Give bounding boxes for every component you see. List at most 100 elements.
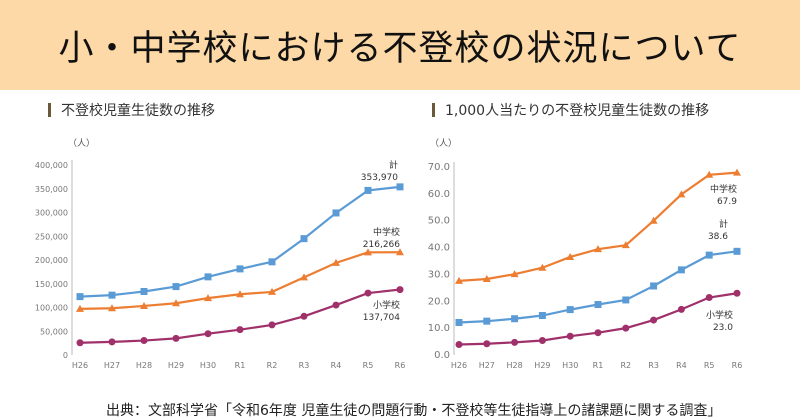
data-point	[622, 296, 630, 304]
data-point	[236, 290, 244, 298]
series-line-中学校	[458, 171, 738, 282]
data-point	[332, 258, 340, 266]
data-point	[622, 324, 630, 332]
data-point	[705, 170, 714, 178]
series-line-中学校	[79, 251, 401, 311]
data-point	[650, 316, 658, 324]
series-value-label: 38.6	[708, 232, 728, 242]
data-point	[455, 341, 463, 349]
data-point	[396, 286, 404, 294]
x-tick-label: R5	[704, 361, 715, 370]
x-tick-label: R2	[267, 361, 278, 370]
x-tick-label: R3	[648, 361, 659, 370]
data-point	[677, 305, 685, 313]
x-tick-label: R3	[299, 361, 310, 370]
y-axis-unit: （人）	[430, 138, 457, 149]
data-point	[733, 289, 741, 297]
data-point	[332, 209, 340, 217]
data-point	[204, 330, 212, 338]
data-point	[76, 304, 84, 312]
data-point	[677, 266, 685, 274]
data-point	[594, 245, 602, 253]
series-value-label: 137,704	[363, 313, 400, 323]
series-value-label: 67.9	[717, 197, 737, 207]
x-tick-label: H28	[506, 361, 522, 370]
x-tick-label: R1	[593, 361, 604, 370]
y-tick-label: 150,000	[35, 280, 68, 289]
data-point	[538, 263, 547, 271]
data-point	[482, 274, 491, 282]
x-tick-label: R6	[732, 361, 743, 370]
y-tick-label: 70.0	[428, 162, 450, 173]
x-tick-label: H29	[168, 361, 184, 370]
data-point	[300, 312, 308, 320]
x-tick-label: R6	[395, 361, 406, 370]
x-tick-label: R1	[235, 361, 246, 370]
y-tick-label: 60.0	[428, 189, 450, 200]
y-tick-label: 50.0	[428, 216, 450, 227]
data-point	[300, 235, 308, 243]
series-line-小学校	[79, 288, 401, 344]
data-point	[236, 265, 244, 273]
title-bar	[48, 103, 51, 117]
series-name-label: 小学校	[373, 299, 400, 311]
series-name-label: 計	[389, 159, 398, 171]
data-point	[172, 334, 180, 342]
data-point	[677, 190, 686, 198]
y-tick-label: 40.0	[428, 243, 450, 254]
series-line-計	[458, 250, 738, 324]
data-point	[510, 270, 519, 278]
x-tick-label: H26	[451, 361, 467, 370]
series-value-label: 216,266	[363, 240, 400, 250]
data-point	[705, 294, 713, 302]
y-tick-label: 0	[63, 351, 68, 360]
x-tick-label: H30	[200, 361, 216, 370]
title-bar	[432, 103, 435, 117]
series-line-計	[79, 185, 401, 298]
data-point	[733, 168, 741, 176]
data-point	[76, 293, 84, 301]
y-tick-label: 10.0	[428, 323, 450, 334]
data-point	[455, 319, 463, 327]
source-note: 出典：文部科学省「令和6年度 児童生徒の問題行動・不登校等生徒指導上の諸課題に関…	[106, 403, 722, 419]
data-point	[594, 301, 602, 309]
x-tick-label: H30	[562, 361, 578, 370]
data-point	[204, 294, 212, 302]
y-axis-unit: （人）	[68, 138, 95, 149]
data-point	[621, 241, 630, 249]
data-point	[649, 216, 658, 224]
data-point	[204, 273, 212, 281]
series-value-label: 353,970	[361, 173, 398, 183]
data-point	[364, 186, 372, 194]
data-point	[140, 337, 148, 345]
data-point	[172, 283, 180, 291]
data-point	[268, 287, 276, 295]
x-tick-label: R5	[363, 361, 374, 370]
header-banner: 小・中学校における不登校の状況について	[0, 0, 800, 90]
chart2-title-text: 1,000人当たりの不登校児童生徒数の推移	[445, 103, 710, 119]
data-point	[172, 299, 180, 307]
data-point	[511, 315, 519, 323]
data-point	[566, 306, 574, 314]
y-tick-label: 350,000	[35, 185, 68, 194]
x-tick-label: H28	[136, 361, 152, 370]
x-tick-label: R4	[676, 361, 687, 370]
chart1-title: 不登校児童生徒数の推移	[48, 100, 215, 120]
x-tick-label: H27	[479, 361, 495, 370]
data-point	[332, 301, 340, 309]
chart2-title: 1,000人当たりの不登校児童生徒数の推移	[432, 100, 709, 120]
data-point	[108, 291, 116, 299]
data-point	[140, 301, 148, 309]
data-point	[483, 340, 491, 348]
data-point	[140, 288, 148, 296]
series-name-label: 中学校	[710, 183, 737, 195]
data-point	[396, 183, 404, 191]
y-tick-label: 0.0	[434, 350, 450, 361]
data-point	[364, 248, 372, 256]
y-tick-label: 200,000	[35, 256, 68, 265]
data-point	[594, 329, 602, 337]
data-point	[268, 321, 276, 329]
data-point	[538, 336, 546, 344]
data-point	[236, 326, 244, 334]
x-tick-label: R2	[620, 361, 631, 370]
